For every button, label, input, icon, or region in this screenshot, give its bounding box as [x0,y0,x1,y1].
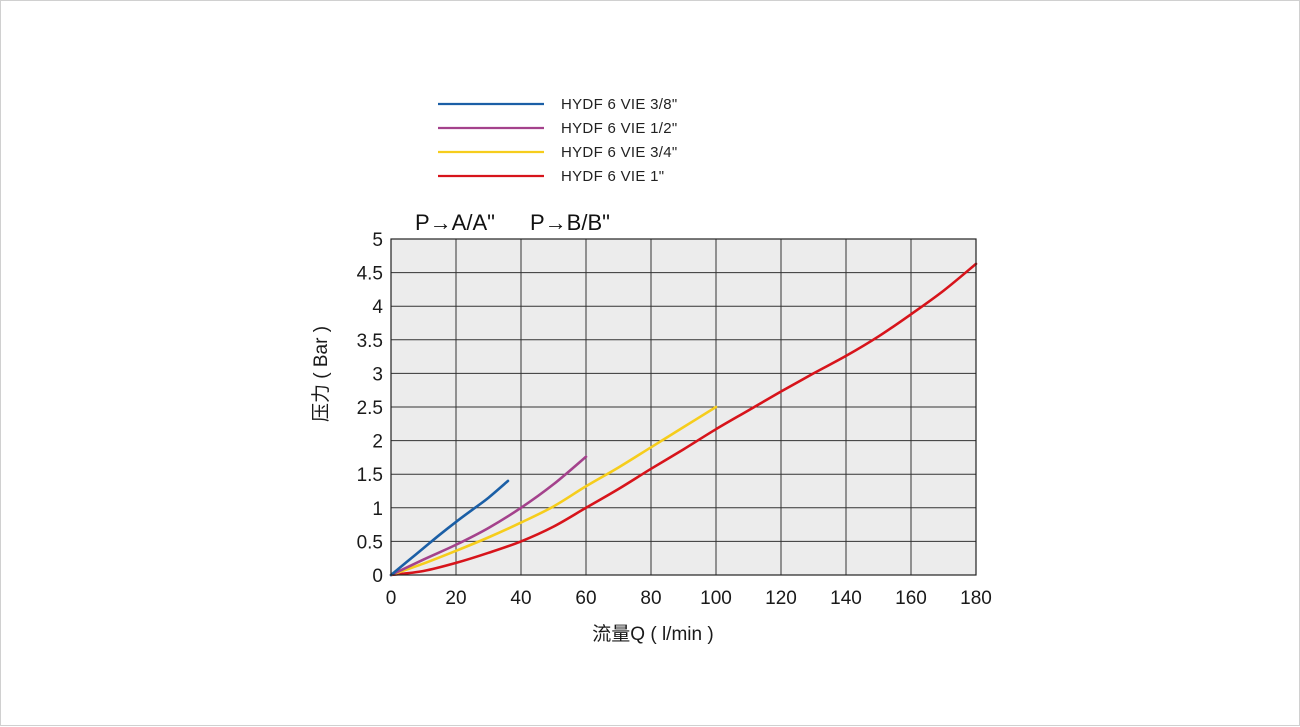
y-tick-label: 0 [372,566,383,587]
series-line-1 [389,455,588,577]
x-tick-labels: 0 20 40 60 80 100 120 140 160 180 [386,588,992,609]
x-tick-label: 160 [895,588,927,609]
y-tick-label: 4.5 [357,264,383,285]
y-tick-label: 4 [372,297,383,318]
legend-label-2: HYDF 6 VIE 3/4" [561,144,678,161]
x-tick-label: 120 [765,588,797,609]
x-tick-label: 140 [830,588,862,609]
x-tick-label: 180 [960,588,992,609]
plot-border [390,238,977,576]
y-axis-label: 压力 ( Bar ) [310,326,332,422]
y-tick-label: 1.5 [357,465,383,486]
x-tick-label: 40 [510,588,531,609]
y-tick-label: 1 [372,499,383,520]
y-tick-label: 2 [372,432,383,453]
x-tick-label: 80 [640,588,661,609]
x-tick-label: 100 [700,588,732,609]
series-line-0 [389,479,510,577]
series-line-3 [389,262,978,577]
data-series [389,262,978,577]
legend-label-1: HYDF 6 VIE 1/2" [561,120,678,137]
series-line-2 [389,405,718,577]
x-tick-label: 60 [575,588,596,609]
direction-label-b: P→B/B" [530,210,610,235]
y-tick-label: 0.5 [357,532,383,553]
y-tick-label: 2.5 [357,398,383,419]
y-tick-labels: 0 0.5 1 1.5 2 2.5 3 3.5 4 4.5 5 [357,230,384,587]
legend-label-0: HYDF 6 VIE 3/8" [561,96,678,113]
y-tick-label: 3 [372,364,383,385]
y-tick-label: 3.5 [357,331,383,352]
direction-label-a: P→A/A" [415,210,495,235]
legend: HYDF 6 VIE 3/8" HYDF 6 VIE 1/2" HYDF 6 VIE… [438,96,678,185]
legend-label-3: HYDF 6 VIE 1" [561,168,664,185]
x-axis-label: 流量Q ( l/min ) [592,623,713,645]
x-tick-label: 0 [386,588,397,609]
x-tick-label: 20 [445,588,466,609]
y-tick-label: 5 [372,230,383,251]
